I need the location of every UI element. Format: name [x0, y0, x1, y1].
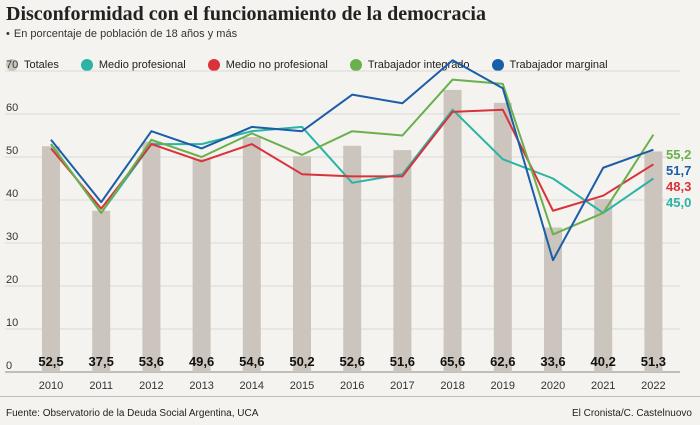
- bar-value-label: 65,6: [440, 354, 465, 369]
- bar-totales: [544, 227, 562, 372]
- footer: Fuente: Observatorio de la Deuda Social …: [0, 396, 700, 425]
- bar-totales: [393, 150, 412, 372]
- bar-value-label: 40,2: [591, 354, 616, 369]
- legend-swatch: [207, 59, 220, 71]
- end-label-trabajador-marginal: 51,7: [666, 163, 691, 178]
- legend-swatch: [349, 59, 362, 71]
- legend-item-trabajador-marginal: Trabajador marginal: [491, 59, 608, 71]
- bar-totales: [192, 158, 211, 372]
- y-tick-label: 30: [6, 231, 18, 243]
- legend-item-medio-profesional: Medio profesional: [80, 59, 186, 71]
- legend-label: Medio no profesional: [225, 59, 328, 71]
- bar-totales: [242, 137, 261, 372]
- legend-label: Trabajador marginal: [509, 59, 608, 71]
- x-tick-label: 2015: [290, 380, 314, 392]
- y-tick-label: 50: [6, 145, 18, 157]
- bar-value-label: 52,5: [38, 354, 63, 369]
- x-tick-label: 2012: [139, 380, 163, 392]
- end-label-medio-no-profesional: 48,3: [666, 179, 691, 194]
- legend-item-totales: Totales: [6, 59, 59, 71]
- bar-value-label: 49,6: [189, 354, 214, 369]
- y-tick-label: 20: [6, 274, 18, 286]
- bar-totales: [493, 102, 512, 372]
- chart-title: Disconformidad con el funcionamiento de …: [6, 3, 486, 25]
- legend-label: Medio profesional: [98, 59, 186, 71]
- bar-totales: [343, 145, 362, 372]
- bar-value-label: 33,6: [540, 354, 565, 369]
- chart-subtitle: • En porcentaje de población de 18 años y…: [6, 28, 237, 40]
- legend-item-medio-no-profesional: Medio no profesional: [207, 59, 328, 71]
- end-label-trabajador-integrado: 55,2: [666, 147, 691, 162]
- credit-note: El Cronista/C. Castelnuovo: [571, 408, 692, 419]
- y-tick-label: 70: [6, 59, 18, 71]
- bar-value-label: 51,3: [641, 354, 666, 369]
- x-tick-label: 2014: [240, 380, 264, 392]
- bar-totales: [443, 89, 462, 373]
- bar-totales: [92, 210, 111, 372]
- legend-swatch: [80, 59, 93, 71]
- bar-value-label: 54,6: [239, 354, 264, 369]
- y-tick-label: 0: [6, 360, 12, 372]
- bar-totales: [644, 151, 663, 372]
- x-tick-label: 2011: [89, 380, 113, 392]
- bar-totales: [594, 199, 613, 372]
- x-tick-label: 2010: [39, 380, 63, 392]
- legend-swatch: [6, 59, 18, 71]
- bar-value-label: 52,6: [340, 354, 365, 369]
- x-tick-label: 2019: [491, 380, 515, 392]
- end-label-medio-profesional: 45,0: [666, 195, 691, 210]
- y-tick-label: 60: [6, 102, 18, 114]
- bar-value-label: 53,6: [139, 354, 164, 369]
- x-tick-label: 2013: [189, 380, 213, 392]
- y-tick-label: 10: [6, 317, 18, 329]
- x-tick-label: 2017: [390, 380, 414, 392]
- legend-label: Totales: [24, 59, 59, 71]
- x-tick-label: 2021: [591, 380, 615, 392]
- y-tick-label: 40: [6, 188, 18, 200]
- bar-value-label: 50,2: [289, 354, 314, 369]
- x-tick-label: 2016: [340, 380, 364, 392]
- source-note: Fuente: Observatorio de la Deuda Social …: [6, 408, 259, 419]
- line-trabajador-marginal: [50, 59, 654, 262]
- legend-swatch: [491, 59, 504, 71]
- subtitle-text: En porcentaje de población de 18 años y …: [13, 28, 238, 40]
- bar-totales: [142, 141, 161, 372]
- line-medio-no-profesional: [50, 108, 654, 212]
- subtitle-bullet: •: [6, 28, 10, 40]
- bar-value-label: 51,6: [390, 354, 415, 369]
- bar-value-label: 62,6: [490, 354, 515, 369]
- x-tick-label: 2022: [641, 380, 665, 392]
- x-tick-label: 2018: [440, 380, 464, 392]
- bar-totales: [293, 156, 311, 372]
- chart-plot: 0 10 20 30 40 50 60 70 52,5 37,5 53,6 49,6 54,6 50,2 5…: [5, 59, 691, 392]
- line-trabajador-integrado: [50, 78, 655, 236]
- x-tick-label: 2020: [541, 380, 565, 392]
- legend: Totales Medio profesional Medio no profe…: [6, 56, 630, 74]
- bar-totales: [42, 146, 60, 372]
- bar-value-label: 37,5: [89, 354, 114, 369]
